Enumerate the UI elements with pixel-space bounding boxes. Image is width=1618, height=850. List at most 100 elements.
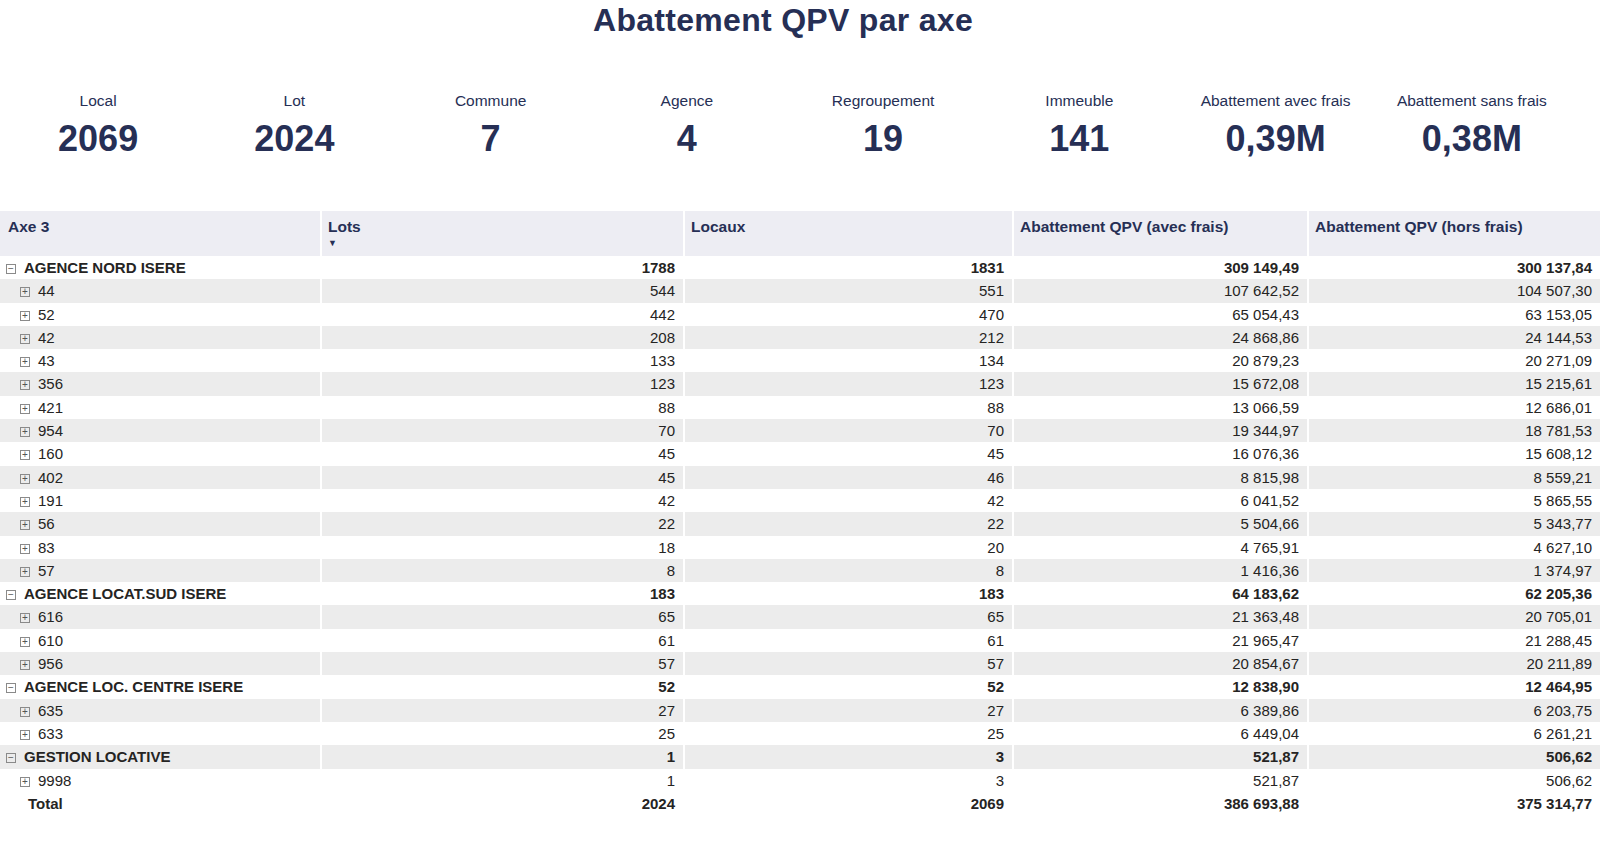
expand-icon[interactable]: + xyxy=(20,334,30,344)
kpi-card: Abattement avec frais0,39M xyxy=(1178,92,1374,159)
row-label: 44 xyxy=(38,282,55,299)
table-row[interactable]: −AGENCE NORD ISERE17881831309 149,49300 … xyxy=(0,256,1600,279)
row-label: 52 xyxy=(38,306,55,323)
table-row[interactable]: +616656521 363,4820 705,01 xyxy=(0,605,1600,628)
expand-icon[interactable]: + xyxy=(20,567,30,577)
row-label: 160 xyxy=(38,445,63,462)
table-row[interactable]: −GESTION LOCATIVE13521,87506,62 xyxy=(0,745,1600,768)
column-header-axe3[interactable]: Axe 3 xyxy=(0,211,320,256)
table-row[interactable]: +5244247065 054,4363 153,05 xyxy=(0,303,1600,326)
expand-icon[interactable]: + xyxy=(20,311,30,321)
column-header-abattement-avec-frais[interactable]: Abattement QPV (avec frais) xyxy=(1012,211,1307,256)
table-row[interactable]: +160454516 076,3615 608,12 xyxy=(0,442,1600,465)
kpi-value: 19 xyxy=(785,118,981,159)
cell-locaux: 70 xyxy=(683,419,1012,442)
cell-locaux: 134 xyxy=(683,349,1012,372)
expand-icon[interactable]: + xyxy=(20,637,30,647)
table-row[interactable]: +5622225 504,665 343,77 xyxy=(0,512,1600,535)
expand-icon[interactable]: + xyxy=(20,404,30,414)
table-row[interactable]: +63325256 449,046 261,21 xyxy=(0,722,1600,745)
cell-locaux: 52 xyxy=(683,675,1012,698)
cell-locaux: 3 xyxy=(683,745,1012,768)
row-label: 616 xyxy=(38,608,63,625)
table-row[interactable]: +421888813 066,5912 686,01 xyxy=(0,396,1600,419)
column-header-label: Locaux xyxy=(691,218,745,235)
kpi-card: Commune7 xyxy=(393,92,589,159)
row-label-cell: +402 xyxy=(0,466,320,489)
cell-abattement-hors-frais: 4 627,10 xyxy=(1307,536,1600,559)
cell-locaux: 22 xyxy=(683,512,1012,535)
expand-icon[interactable]: + xyxy=(20,660,30,670)
table-row[interactable]: +40245468 815,988 559,21 xyxy=(0,466,1600,489)
expand-icon[interactable]: + xyxy=(20,520,30,530)
table-row[interactable]: +8318204 765,914 627,10 xyxy=(0,536,1600,559)
collapse-icon[interactable]: − xyxy=(6,683,16,693)
table-row[interactable]: +19142426 041,525 865,55 xyxy=(0,489,1600,512)
kpi-label: Abattement avec frais xyxy=(1178,92,1374,109)
cell-locaux: 61 xyxy=(683,629,1012,652)
cell-lots: 544 xyxy=(320,279,683,302)
expand-icon[interactable]: + xyxy=(20,544,30,554)
kpi-value: 7 xyxy=(393,118,589,159)
kpi-label: Lot xyxy=(196,92,392,109)
table-row[interactable]: −AGENCE LOC. CENTRE ISERE525212 838,9012… xyxy=(0,675,1600,698)
kpi-value: 2024 xyxy=(196,118,392,159)
cell-lots: 133 xyxy=(320,349,683,372)
cell-abattement-hors-frais: 15 215,61 xyxy=(1307,372,1600,395)
row-label: 402 xyxy=(38,469,63,486)
table-row[interactable]: +57881 416,361 374,97 xyxy=(0,559,1600,582)
table-row[interactable]: +4220821224 868,8624 144,53 xyxy=(0,326,1600,349)
cell-abattement-hors-frais: 1 374,97 xyxy=(1307,559,1600,582)
table-row[interactable]: +999813521,87506,62 xyxy=(0,769,1600,792)
collapse-icon[interactable]: − xyxy=(6,590,16,600)
collapse-icon[interactable]: − xyxy=(6,264,16,274)
row-label: 42 xyxy=(38,329,55,346)
cell-locaux: 470 xyxy=(683,303,1012,326)
table-row[interactable]: +63527276 389,866 203,75 xyxy=(0,699,1600,722)
column-header-abattement-hors-frais[interactable]: Abattement QPV (hors frais) xyxy=(1307,211,1600,256)
table-row[interactable]: +954707019 344,9718 781,53 xyxy=(0,419,1600,442)
row-label-cell: +56 xyxy=(0,512,320,535)
row-label: 83 xyxy=(38,539,55,556)
expand-icon[interactable]: + xyxy=(20,474,30,484)
table-row[interactable]: +44544551107 642,52104 507,30 xyxy=(0,279,1600,302)
cell-abattement-avec-frais: 15 672,08 xyxy=(1012,372,1307,395)
table-row[interactable]: −AGENCE LOCAT.SUD ISERE18318364 183,6262… xyxy=(0,582,1600,605)
cell-abattement-avec-frais: 309 149,49 xyxy=(1012,256,1307,279)
cell-lots: 208 xyxy=(320,326,683,349)
row-label: AGENCE LOC. CENTRE ISERE xyxy=(24,678,243,695)
expand-icon[interactable]: + xyxy=(20,497,30,507)
expand-icon[interactable]: + xyxy=(20,380,30,390)
expand-icon[interactable]: + xyxy=(20,730,30,740)
expand-icon[interactable]: + xyxy=(20,450,30,460)
table-row[interactable]: +35612312315 672,0815 215,61 xyxy=(0,372,1600,395)
cell-lots: 45 xyxy=(320,442,683,465)
table-row[interactable]: +956575720 854,6720 211,89 xyxy=(0,652,1600,675)
table-row[interactable]: Total20242069386 693,88375 314,77 xyxy=(0,792,1600,815)
table-row[interactable]: +610616121 965,4721 288,45 xyxy=(0,629,1600,652)
cell-abattement-avec-frais: 20 879,23 xyxy=(1012,349,1307,372)
expand-icon[interactable]: + xyxy=(20,427,30,437)
row-label-cell: +57 xyxy=(0,559,320,582)
expand-icon[interactable]: + xyxy=(20,707,30,717)
cell-abattement-avec-frais: 64 183,62 xyxy=(1012,582,1307,605)
cell-lots: 70 xyxy=(320,419,683,442)
row-label: 635 xyxy=(38,702,63,719)
row-label: 9998 xyxy=(38,772,71,789)
cell-abattement-avec-frais: 8 815,98 xyxy=(1012,466,1307,489)
cell-abattement-avec-frais: 13 066,59 xyxy=(1012,396,1307,419)
table-row[interactable]: +4313313420 879,2320 271,09 xyxy=(0,349,1600,372)
column-header-locaux[interactable]: Locaux xyxy=(683,211,1012,256)
cell-abattement-hors-frais: 300 137,84 xyxy=(1307,256,1600,279)
expand-icon[interactable]: + xyxy=(20,357,30,367)
column-header-lots[interactable]: Lots▼ xyxy=(320,211,683,256)
row-label-cell: +356 xyxy=(0,372,320,395)
expand-icon[interactable]: + xyxy=(20,777,30,787)
cell-abattement-hors-frais: 5 343,77 xyxy=(1307,512,1600,535)
expand-icon[interactable]: + xyxy=(20,613,30,623)
collapse-icon[interactable]: − xyxy=(6,753,16,763)
cell-locaux: 88 xyxy=(683,396,1012,419)
cell-abattement-avec-frais: 20 854,67 xyxy=(1012,652,1307,675)
cell-abattement-hors-frais: 15 608,12 xyxy=(1307,442,1600,465)
expand-icon[interactable]: + xyxy=(20,287,30,297)
